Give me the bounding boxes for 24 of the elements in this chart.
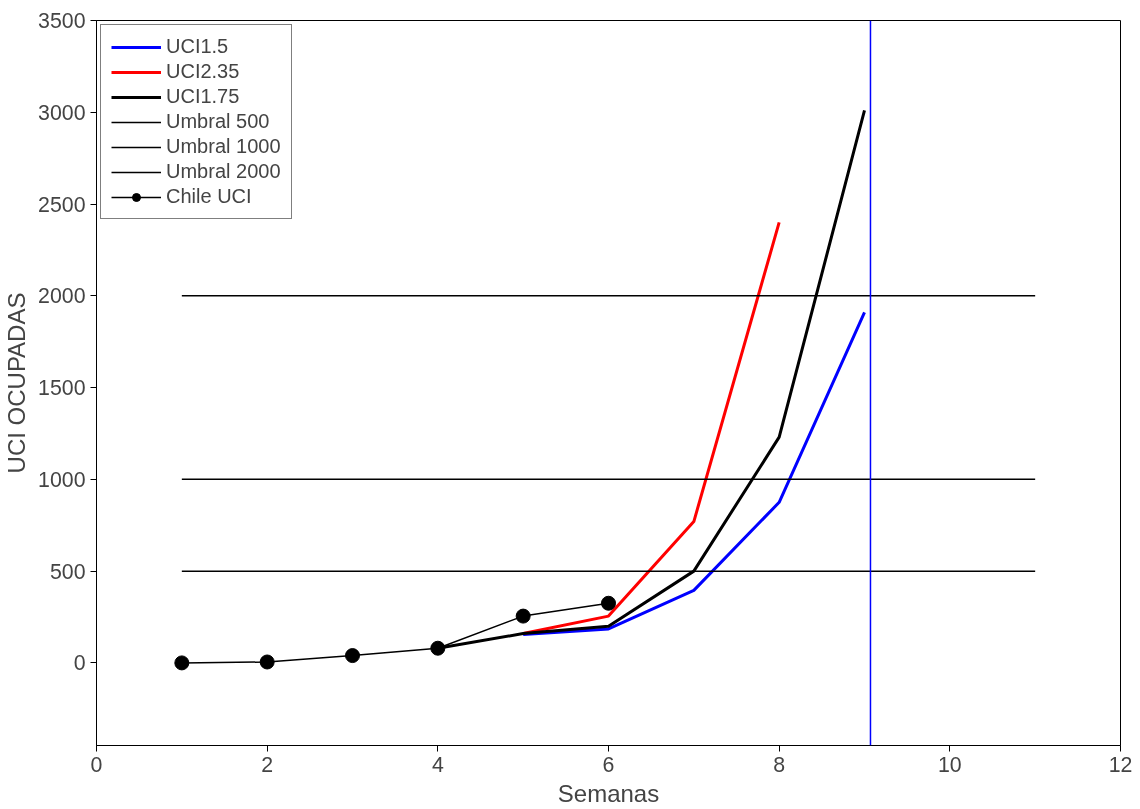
- x-tick-label: 8: [773, 752, 786, 777]
- x-tick-label: 0: [90, 752, 103, 777]
- y-tick-label: 1500: [38, 376, 86, 401]
- y-tick-label: 2000: [38, 284, 86, 309]
- y-tick-label: 3500: [38, 9, 86, 33]
- x-tick-label: 12: [1108, 752, 1133, 777]
- x-axis-title: Semanas: [557, 779, 660, 807]
- legend-label: Umbral 1000: [166, 135, 281, 158]
- legend-label: UCI1.75: [166, 85, 240, 108]
- y-tick-label: 0: [73, 651, 86, 676]
- x-tick-label: 4: [431, 752, 444, 777]
- y-axis-title: UCI OCUPADAS: [3, 292, 31, 474]
- x-tick-label: 6: [602, 752, 615, 777]
- legend-label: Umbral 500: [166, 110, 270, 133]
- x-tick-label: 2: [261, 752, 274, 777]
- legend-label: Umbral 2000: [166, 160, 281, 183]
- legend-label: UCI1.5: [166, 35, 229, 58]
- legend-label: UCI2.35: [166, 60, 240, 83]
- x-tick-label: 10: [937, 752, 962, 777]
- y-tick-label: 3000: [38, 100, 86, 125]
- y-tick-label: 500: [49, 559, 86, 584]
- y-tick-label: 1000: [38, 467, 86, 492]
- y-tick-label: 2500: [38, 192, 86, 217]
- legend-label: Chile UCI: [166, 185, 252, 208]
